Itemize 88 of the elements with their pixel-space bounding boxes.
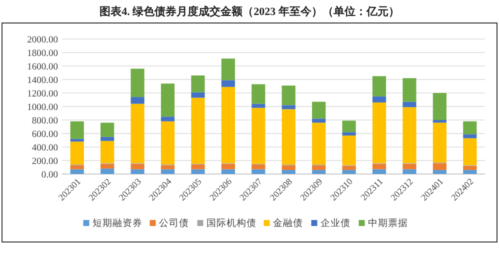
bar [342, 170, 356, 174]
bar [312, 118, 326, 123]
chart-title: 图表4. 绿色债券月度成交金额（2023 年至今）（单位：亿元） [100, 5, 400, 18]
bar [100, 168, 114, 174]
bar [252, 84, 266, 104]
bar [130, 164, 144, 170]
bar [312, 165, 326, 170]
bar [160, 84, 175, 117]
bar [312, 102, 326, 119]
y-tick-label: 1600.00 [27, 62, 58, 72]
legend-label: 金融债 [272, 217, 303, 229]
bar [432, 170, 446, 174]
bar [70, 165, 84, 170]
bar [463, 138, 477, 166]
bar [372, 102, 386, 164]
y-tick-label: 800.00 [32, 116, 58, 126]
legend-label: 国际机构债 [206, 217, 256, 229]
bar [191, 75, 205, 92]
bar [221, 58, 235, 80]
bar [160, 116, 175, 122]
bar [160, 121, 175, 165]
y-tick-label: 400.00 [32, 144, 58, 154]
bar [191, 92, 205, 98]
bar [402, 164, 416, 170]
bar [160, 165, 175, 170]
bar [70, 169, 84, 174]
bar [402, 78, 416, 102]
bar [191, 164, 205, 170]
bar [160, 169, 175, 174]
y-tick-label: 0.00 [41, 170, 58, 180]
bar [432, 122, 446, 163]
bar [402, 102, 416, 108]
bar [463, 121, 477, 134]
bar [432, 93, 446, 120]
bar [372, 164, 386, 170]
bar [252, 164, 266, 170]
bar [100, 136, 114, 141]
bar [463, 170, 477, 174]
bar [282, 86, 296, 106]
bar [221, 86, 235, 164]
legend-label: 短期融资券 [92, 217, 142, 229]
bar [463, 166, 477, 170]
bar [282, 105, 296, 110]
y-tick-label: 1800.00 [27, 49, 58, 59]
bar [342, 136, 356, 166]
bar [191, 169, 205, 174]
bar [282, 109, 296, 165]
bar [70, 142, 84, 165]
bar [402, 107, 416, 164]
bar [463, 134, 477, 138]
bar [100, 164, 114, 169]
bar [372, 96, 386, 102]
bar [342, 132, 356, 136]
bar [252, 108, 266, 164]
y-tick-label: 1400.00 [27, 76, 58, 86]
bar [372, 76, 386, 96]
y-tick-label: 200.00 [32, 157, 58, 167]
y-tick-label: 2000.00 [27, 36, 58, 46]
bar [402, 169, 416, 174]
bar [312, 170, 326, 174]
bar [221, 169, 235, 174]
bar [191, 98, 205, 164]
y-tick-label: 600.00 [32, 130, 58, 140]
bar [221, 164, 235, 170]
bar [70, 138, 84, 142]
y-tick-label: 1000.00 [27, 103, 58, 113]
bar [130, 169, 144, 174]
bar [252, 169, 266, 174]
legend-label: 公司债 [158, 217, 189, 229]
bar [130, 97, 144, 104]
bar [130, 104, 144, 164]
bar [372, 169, 386, 174]
bar [432, 120, 446, 123]
bar [100, 122, 114, 137]
bar [342, 166, 356, 170]
bar [432, 163, 446, 170]
bar [221, 80, 235, 87]
bar [282, 170, 296, 174]
bar [342, 120, 356, 132]
bar [252, 104, 266, 108]
legend-label: 企业债 [320, 217, 350, 229]
bar [282, 165, 296, 170]
bar [100, 140, 114, 164]
bar [130, 68, 144, 98]
bar [70, 121, 84, 139]
bar [312, 122, 326, 165]
y-tick-label: 1200.00 [27, 90, 58, 100]
legend-label: 中期票据 [368, 217, 408, 229]
